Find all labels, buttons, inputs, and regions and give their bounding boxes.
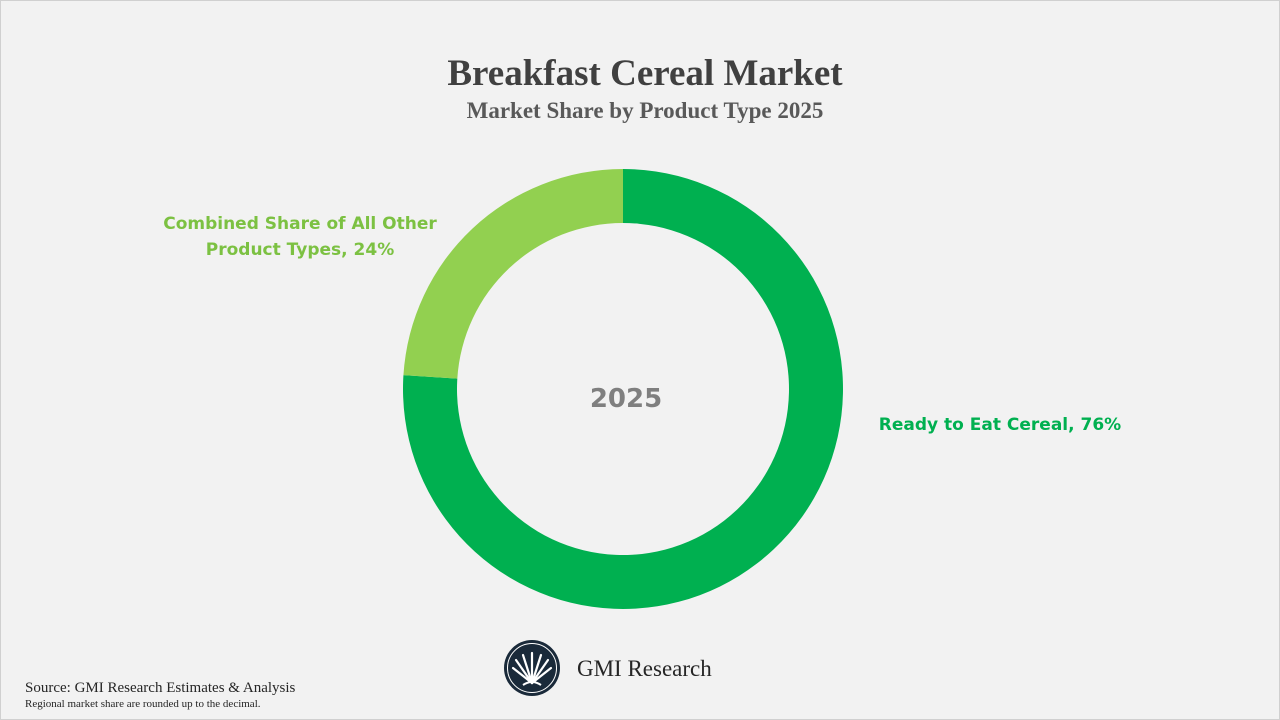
brand-name: GMI Research — [577, 656, 712, 681]
slice-label-other-line-2: Product Types, 24% — [205, 240, 395, 260]
donut-slice-combined-share-of-all-other-product-types — [403, 169, 623, 379]
donut-center-label: 2025 — [589, 384, 663, 414]
rounding-note: Regional market share are rounded up to … — [25, 698, 261, 710]
slice-label-ready-to-eat-cereal: Ready to Eat Cereal, 76% — [878, 415, 1122, 435]
slice-label-other-line-1: Combined Share of All Other — [163, 214, 437, 234]
chart-subtitle: Market Share by Product Type 2025 — [466, 98, 824, 123]
source-note: Source: GMI Research Estimates & Analysi… — [25, 680, 296, 696]
slice-label-other-product-types: Combined Share of All Other Product Type… — [160, 211, 440, 263]
fan-palm-logo-icon — [504, 640, 560, 696]
chart-title: Breakfast Cereal Market — [447, 53, 843, 94]
